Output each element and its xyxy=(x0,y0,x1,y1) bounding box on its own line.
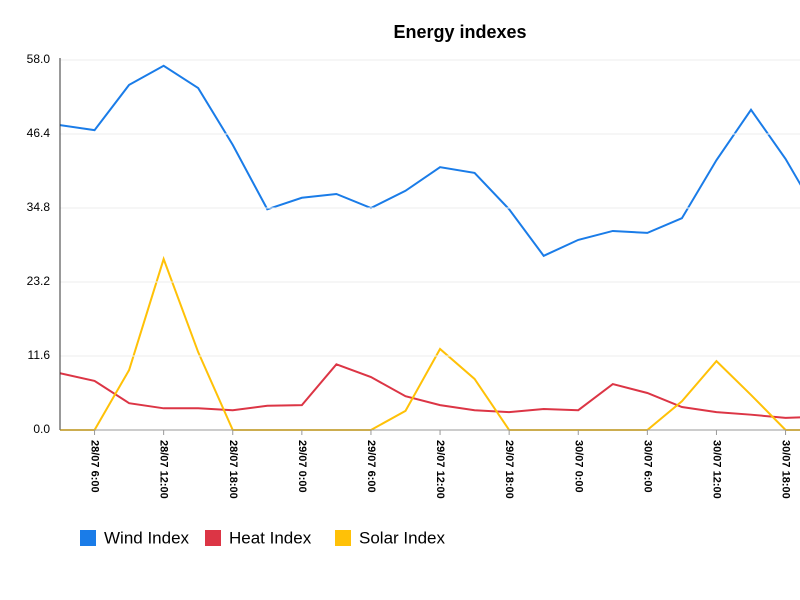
y-tick-label: 11.6 xyxy=(28,348,51,362)
y-tick-label: 46.4 xyxy=(27,126,51,140)
series-line xyxy=(60,255,800,431)
x-tick-label: 30/07 6:00 xyxy=(641,440,653,493)
x-tick-label: 30/07 18:00 xyxy=(780,440,792,499)
legend-label: Solar Index xyxy=(359,528,445,547)
legend-swatch xyxy=(205,530,221,546)
x-tick-label: 29/07 0:00 xyxy=(296,440,308,493)
x-tick-label: 28/07 18:00 xyxy=(227,440,239,499)
x-tick-label: 29/07 12:00 xyxy=(434,440,446,499)
x-tick-label: 28/07 12:00 xyxy=(158,440,170,499)
legend-swatch xyxy=(80,530,96,546)
y-tick-label: 58.0 xyxy=(27,52,51,66)
x-tick-label: 29/07 6:00 xyxy=(365,440,377,493)
chart-title: Energy indexes xyxy=(393,22,526,42)
x-tick-label: 28/07 6:00 xyxy=(89,440,101,493)
series-line xyxy=(60,363,800,419)
x-tick-label: 30/07 12:00 xyxy=(711,440,723,499)
y-tick-label: 34.8 xyxy=(27,200,51,214)
x-tick-label: 30/07 0:00 xyxy=(572,440,584,493)
legend-swatch xyxy=(335,530,351,546)
series-line xyxy=(60,64,800,258)
y-tick-label: 23.2 xyxy=(27,274,51,288)
legend-label: Heat Index xyxy=(229,528,312,547)
y-tick-label: 0.0 xyxy=(33,422,50,436)
x-tick-label: 29/07 18:00 xyxy=(503,440,515,499)
plot-area xyxy=(60,64,800,431)
legend-label: Wind Index xyxy=(104,528,190,547)
